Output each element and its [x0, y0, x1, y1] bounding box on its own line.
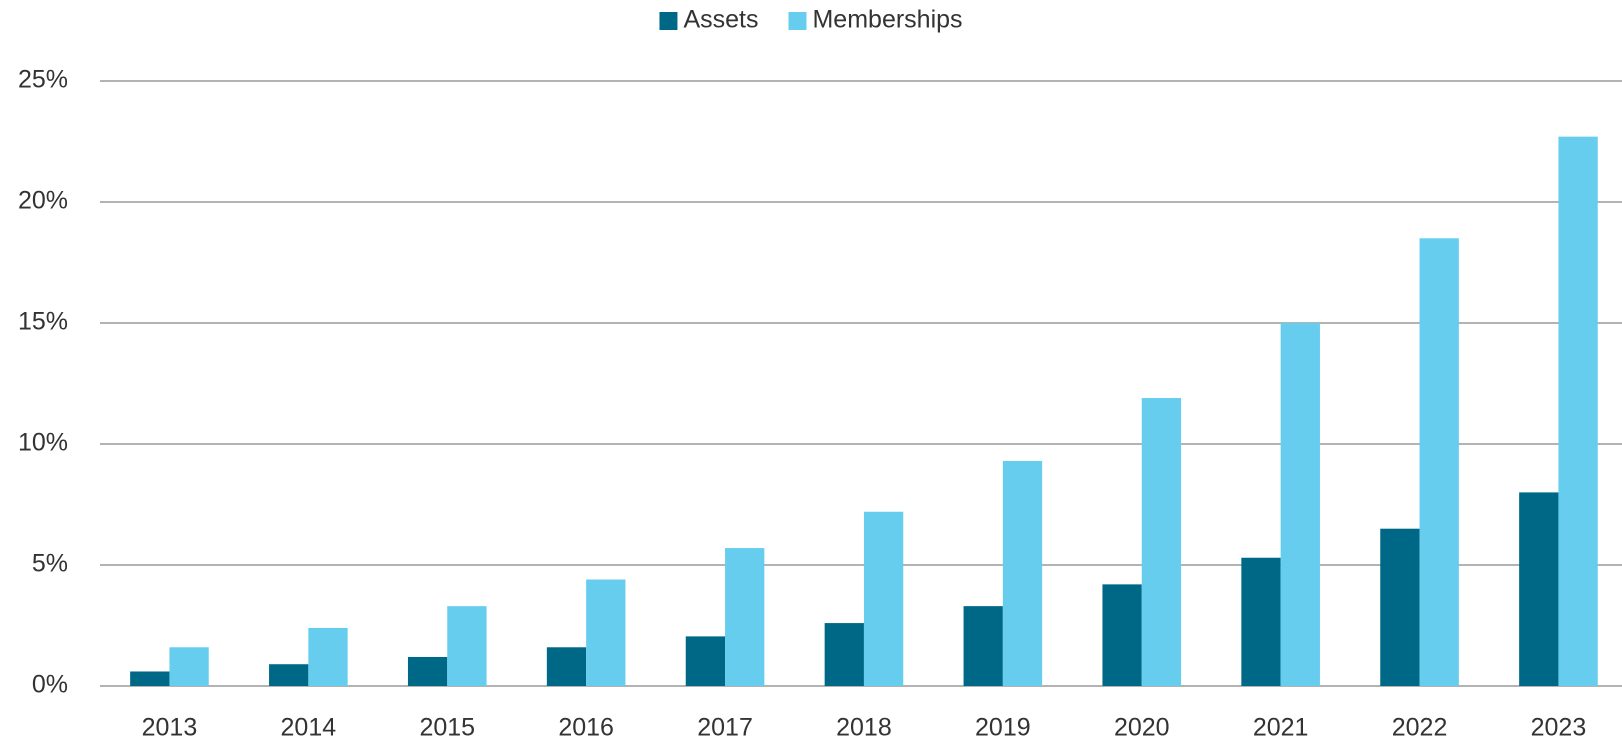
bar: [1519, 492, 1559, 686]
x-tick-label: 2020: [1114, 714, 1170, 742]
x-tick-label: 2013: [142, 714, 198, 742]
bar: [169, 647, 209, 686]
bar: [1380, 528, 1420, 686]
bar: [863, 511, 904, 686]
bar: [1241, 557, 1281, 686]
legend-label: Memberships: [812, 6, 962, 34]
legend-swatch: [788, 12, 807, 30]
bar: [546, 647, 587, 686]
x-tick-label: 2017: [697, 714, 753, 742]
x-tick-label: 2023: [1531, 714, 1587, 742]
bar: [725, 548, 765, 686]
y-tick-label: 5%: [32, 550, 68, 578]
y-tick-label: 20%: [18, 187, 68, 215]
y-tick-label: 15%: [18, 308, 68, 336]
x-tick-label: 2014: [281, 714, 337, 742]
bar: [1558, 136, 1598, 686]
x-tick-label: 2019: [975, 714, 1031, 742]
bar: [685, 636, 726, 686]
y-tick-label: 0%: [32, 671, 68, 699]
bar: [586, 579, 626, 686]
y-tick-label: 25%: [18, 66, 68, 94]
bar: [407, 656, 448, 686]
bar: [1141, 398, 1182, 686]
bar: [963, 606, 1003, 686]
x-tick-label: 2016: [558, 714, 614, 742]
bar: [824, 623, 864, 686]
bar: [130, 671, 170, 686]
bar: [308, 627, 348, 686]
bar: [269, 664, 309, 686]
bar: [1280, 323, 1320, 686]
x-tick-label: 2018: [836, 714, 892, 742]
bar: [1102, 584, 1142, 686]
bar: [1002, 460, 1043, 686]
x-tick-label: 2022: [1392, 714, 1448, 742]
legend-label: Assets: [683, 6, 758, 34]
bar: [1419, 238, 1459, 687]
y-tick-label: 10%: [18, 429, 68, 457]
legend-swatch: [659, 12, 678, 30]
x-tick-label: 2015: [419, 714, 475, 742]
x-tick-label: 2021: [1253, 714, 1309, 742]
bar: [447, 606, 487, 686]
